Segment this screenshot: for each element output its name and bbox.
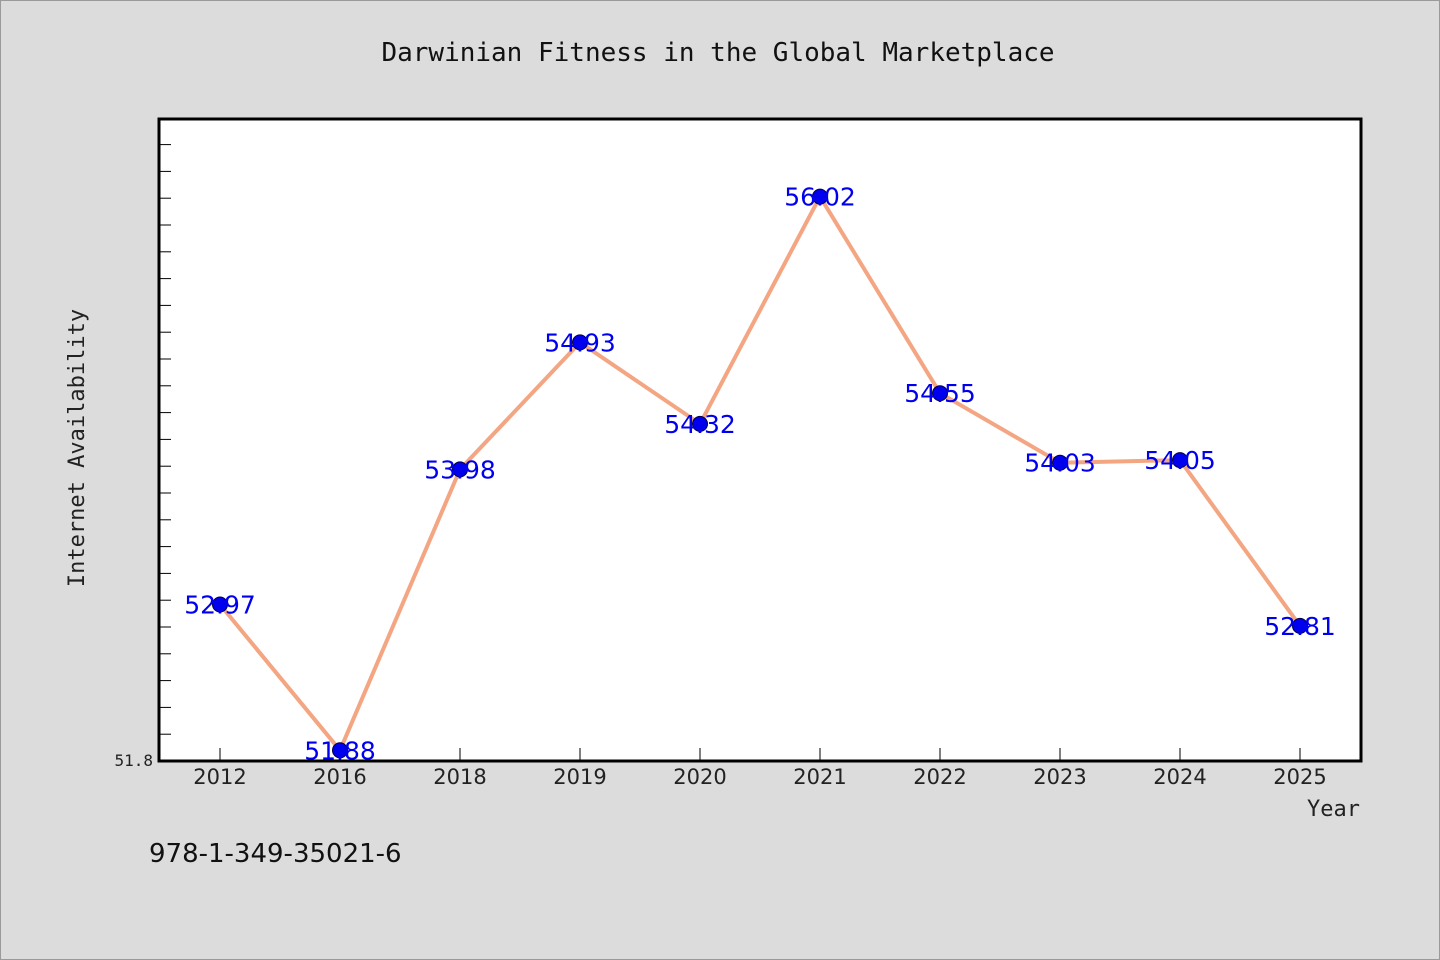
y-tick-label: 51.8 (114, 751, 153, 770)
data-label: 54.93 (544, 328, 616, 357)
x-tick-label: 2018 (433, 765, 486, 789)
data-label: 54.55 (904, 379, 976, 408)
data-point (332, 742, 348, 759)
x-axis-label: Year (1307, 797, 1360, 822)
data-label: 52.81 (1264, 612, 1336, 641)
data-label: 51.88 (304, 736, 376, 765)
series-line (218, 194, 1302, 753)
footer-isbn: 978-1-349-35021-6 (149, 839, 402, 869)
plot-area (157, 117, 1363, 763)
data-point (212, 596, 228, 613)
chart-title: Darwinian Fitness in the Global Marketpl… (381, 38, 1054, 68)
data-point (692, 415, 708, 432)
data-label: 54.32 (664, 410, 736, 439)
data-label: 56.02 (784, 183, 856, 212)
x-tick-label: 2021 (793, 765, 846, 789)
data-label: 54.05 (1144, 446, 1216, 475)
data-point (812, 188, 828, 205)
data-point (932, 385, 948, 402)
x-tick-label: 2024 (1153, 765, 1206, 789)
data-point (1292, 617, 1308, 634)
data-point (452, 461, 468, 478)
data-label: 53.98 (424, 455, 496, 484)
x-tick-label: 2023 (1033, 765, 1086, 789)
x-tick-label: 2016 (313, 765, 366, 789)
x-tick-label: 2019 (553, 765, 606, 789)
data-point (1172, 452, 1188, 469)
x-axis-tick-labels: 2012 2016 2018 2019 2020 2021 2022 2023 2024 2025 (193, 765, 1326, 789)
data-label: 54.03 (1024, 449, 1096, 478)
x-tick-label: 2020 (673, 765, 726, 789)
data-point (572, 334, 588, 351)
x-tick-label: 2025 (1273, 765, 1326, 789)
data-point (1052, 454, 1068, 471)
x-tick-label: 2022 (913, 765, 966, 789)
y-axis-label: Internet Availability (65, 309, 90, 587)
data-labels: 52.97 51.88 53.98 54.93 54.32 56.02 54.55 54.03… (184, 183, 1336, 766)
y-axis-minor-ticks (159, 144, 171, 735)
data-label: 52.97 (184, 591, 256, 620)
series-0 (212, 188, 1308, 759)
x-tick-label: 2012 (193, 765, 246, 789)
